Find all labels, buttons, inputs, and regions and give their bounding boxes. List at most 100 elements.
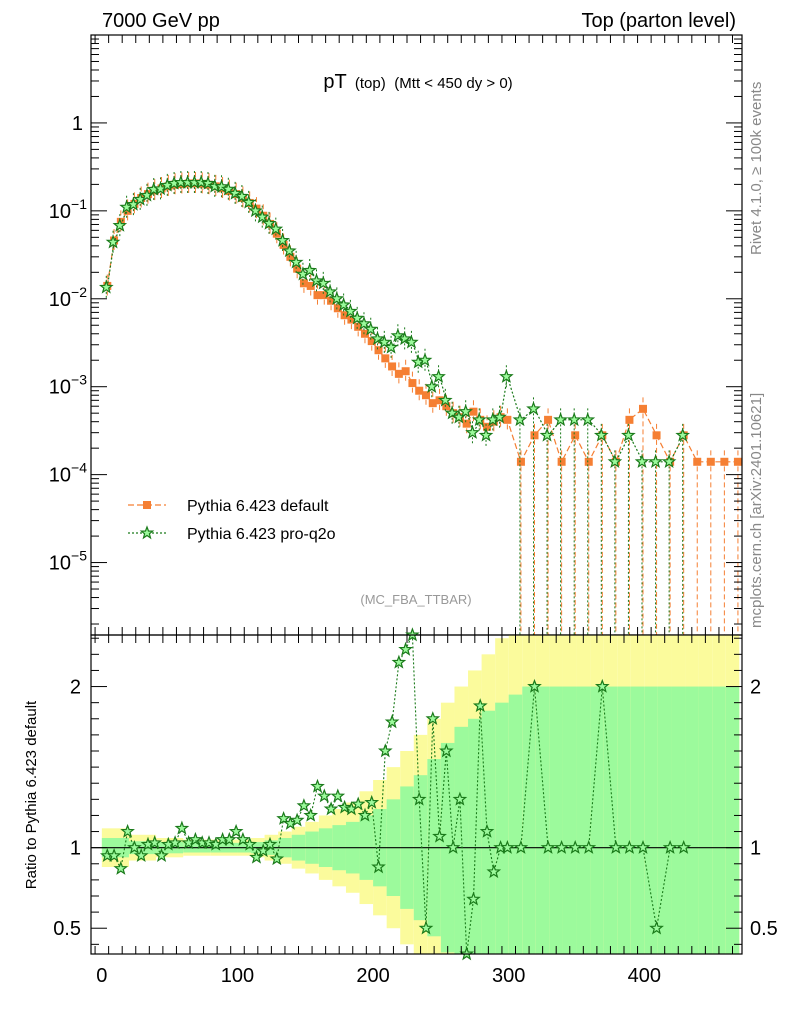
xtick-label: 400	[628, 965, 661, 987]
main-ytick-label: 10−1	[49, 196, 87, 223]
data-point-default	[374, 346, 383, 355]
ratio-stat-band	[712, 686, 726, 954]
ratio-point	[127, 840, 142, 854]
ratio-stat-band	[685, 686, 699, 954]
ratio-point	[303, 807, 319, 822]
data-point-pro-q2o	[261, 215, 277, 230]
ratio-point	[350, 796, 366, 811]
ratio-ytick-label-right: 1	[750, 838, 761, 860]
plot-title: pT (top) (Mtt < 450 dy > 0)	[323, 71, 512, 93]
ratio-plot-frame	[90, 634, 743, 955]
series-pro-q2o	[98, 171, 691, 635]
data-point-pro-q2o	[390, 327, 406, 343]
data-point-pro-q2o	[220, 181, 236, 196]
ratio-point	[398, 641, 414, 656]
legend-label-pro-q2o: Pythia 6.423 pro-q2o	[187, 526, 336, 543]
ratio-ytick-label-right: 0.5	[750, 918, 778, 940]
ratio-point	[384, 714, 400, 729]
legend-item-pro-q2o: Pythia 6.423 pro-q2o	[128, 525, 336, 543]
ratio-axis-layer: 0.5 0.5 1 1 2 2 0 100 200 300 400	[53, 635, 778, 987]
data-point-pro-q2o	[539, 427, 555, 442]
data-point-pro-q2o	[648, 454, 663, 468]
ratio-stat-band	[508, 694, 523, 954]
data-point-pro-q2o	[343, 303, 358, 318]
data-point-pro-q2o	[621, 427, 636, 442]
data-point-default	[286, 252, 295, 261]
data-point-pro-q2o	[404, 334, 419, 349]
main-ytick-label: 1	[72, 113, 83, 135]
ratio-ytick-label-left: 2	[70, 677, 81, 699]
xtick-label: 200	[356, 965, 389, 987]
ratio-point	[635, 840, 651, 854]
data-point-pro-q2o	[675, 427, 691, 442]
ratio-point	[113, 860, 129, 875]
data-point-default	[516, 457, 525, 466]
ratio-point	[289, 812, 305, 827]
data-point-pro-q2o	[471, 412, 487, 427]
ratio-point	[554, 840, 569, 854]
data-point-pro-q2o	[661, 454, 677, 468]
legend-star-shape	[139, 525, 155, 540]
data-point-default	[279, 240, 288, 249]
ratio-stat-band	[535, 686, 550, 954]
xtick-label: 0	[96, 965, 107, 987]
data-point-pro-q2o	[383, 339, 399, 354]
header-left: 7000 GeV pp	[102, 10, 220, 32]
ratio-band-layer	[91, 635, 742, 954]
data-point-pro-q2o	[377, 334, 392, 349]
ratio-point	[316, 788, 332, 803]
ratio-point	[466, 891, 481, 906]
ratio-point	[120, 823, 135, 838]
ratio-series-layer	[99, 627, 692, 961]
data-point-pro-q2o	[437, 392, 453, 407]
data-point-default	[557, 457, 566, 466]
main-ytick-label: 10−3	[49, 372, 87, 399]
data-point-pro-q2o	[214, 178, 229, 193]
data-point-pro-q2o	[492, 409, 507, 424]
data-point-pro-q2o	[444, 405, 460, 420]
ratio-point	[147, 835, 163, 850]
data-point-default	[320, 291, 329, 300]
ratio-point	[391, 654, 407, 669]
data-point-default	[733, 457, 742, 466]
data-point-default	[720, 457, 729, 466]
plot-title-sub1: (top)	[355, 75, 386, 92]
ratio-point	[133, 847, 149, 863]
series-default	[103, 171, 742, 635]
main-series-layer	[98, 171, 742, 635]
ratio-stat-band	[671, 686, 686, 954]
ratio-stat-band	[698, 686, 713, 954]
data-point-pro-q2o	[302, 262, 318, 277]
data-point-default	[408, 379, 417, 388]
data-point-default	[299, 279, 308, 288]
data-point-pro-q2o	[234, 188, 250, 203]
main-axis-layer: 1 10−1 10−2 10−3 10−4 10−5	[49, 34, 742, 635]
ratio-point	[527, 678, 542, 693]
data-point-default	[652, 431, 661, 440]
xtick-label: 100	[221, 965, 254, 987]
legend-label-default: Pythia 6.423 default	[187, 498, 329, 515]
series-line	[106, 181, 685, 464]
ratio-ytick-label-left: 0.5	[53, 918, 81, 940]
mcplots-label: mcplots.cern.ch [arXiv:2401.10621]	[748, 393, 765, 628]
ratio-point	[330, 788, 346, 803]
ratio-point	[479, 823, 495, 838]
data-point-pro-q2o	[112, 217, 128, 232]
ratio-point	[411, 791, 427, 806]
ratio-stat-band	[454, 726, 469, 954]
data-point-pro-q2o	[465, 424, 480, 439]
data-point-pro-q2o	[322, 284, 338, 299]
ratio-point	[567, 840, 583, 854]
data-point-pro-q2o	[526, 401, 541, 416]
rivet-label: Rivet 4.1.0, ≥ 100k events	[748, 82, 765, 255]
data-point-default	[483, 422, 492, 431]
analysis-tag: (MC_FBA_TTBAR)	[360, 592, 471, 607]
data-point-pro-q2o	[309, 273, 324, 288]
data-point-pro-q2o	[248, 203, 263, 218]
data-point-default	[584, 457, 593, 466]
ratio-point	[371, 859, 386, 874]
ratio-point	[188, 831, 203, 846]
ratio-stat-band	[495, 702, 509, 954]
data-point-default	[381, 354, 390, 363]
data-point-pro-q2o	[512, 412, 528, 427]
